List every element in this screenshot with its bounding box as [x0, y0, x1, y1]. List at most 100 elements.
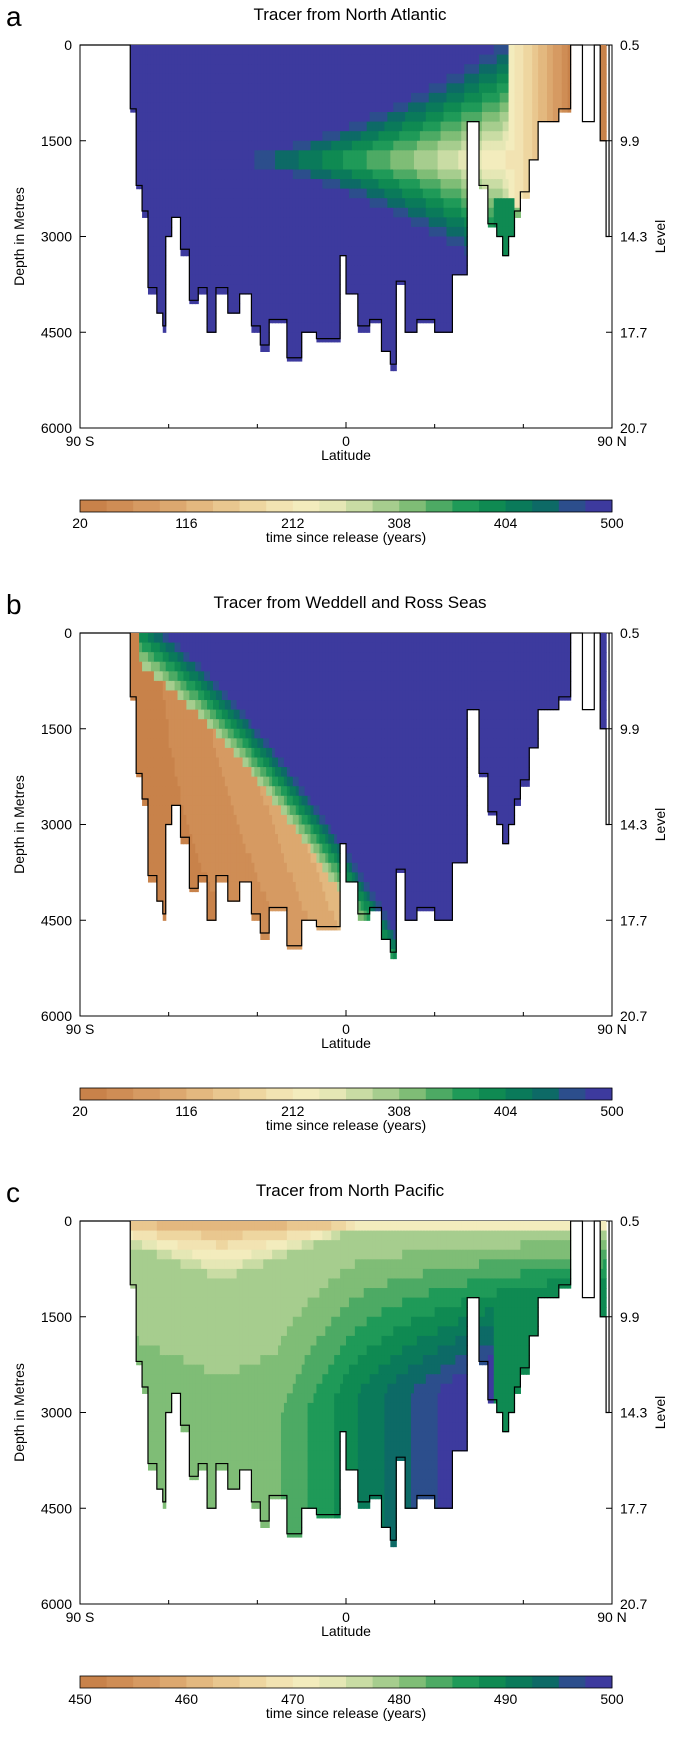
- heatmap-cell: [496, 131, 501, 142]
- heatmap-cell: [213, 140, 217, 151]
- heatmap-cell: [446, 45, 451, 56]
- heatmap-cell: [221, 767, 226, 778]
- heatmap-cell: [437, 274, 442, 285]
- heatmap-cell: [156, 303, 161, 314]
- heatmap-cell: [544, 45, 548, 56]
- heatmap-cell: [431, 303, 436, 314]
- heatmap-cell: [269, 814, 273, 826]
- heatmap-cell: [283, 795, 288, 806]
- heatmap-cell: [405, 150, 409, 161]
- heatmap-cell: [215, 83, 220, 94]
- heatmap-cell: [139, 719, 143, 730]
- heatmap-cell: [153, 786, 158, 797]
- heatmap-cell: [150, 862, 155, 873]
- heatmap-cell: [346, 140, 350, 151]
- heatmap-cell: [289, 274, 294, 285]
- heatmap-cell: [180, 814, 185, 826]
- heatmap-cell: [210, 805, 214, 816]
- heatmap-cell: [150, 121, 155, 132]
- heatmap-cell: [399, 140, 403, 151]
- heatmap-cell: [257, 719, 261, 730]
- heatmap-cell: [192, 872, 196, 883]
- heatmap-cell: [464, 217, 468, 228]
- heatmap-cell: [366, 188, 371, 199]
- heatmap-cell: [275, 112, 279, 123]
- heatmap-cell: [298, 54, 303, 65]
- heatmap-cell: [357, 313, 362, 324]
- heatmap-cell: [422, 150, 427, 161]
- heatmap-cell: [428, 159, 433, 171]
- heatmap-cell: [396, 64, 400, 75]
- heatmap-cell: [227, 140, 232, 151]
- heatmap-cell: [443, 73, 448, 84]
- heatmap-cell: [416, 64, 421, 75]
- heatmap-cell: [381, 198, 386, 209]
- heatmap-cell: [147, 747, 152, 759]
- heatmap-cell: [496, 188, 501, 199]
- heatmap-cell: [275, 767, 279, 778]
- heatmap-cell: [215, 757, 220, 768]
- heatmap-cell: [334, 188, 338, 199]
- heatmap-cell: [372, 217, 377, 228]
- heatmap-cell: [218, 747, 223, 759]
- heatmap-cell: [372, 140, 377, 151]
- heatmap-cell: [153, 642, 158, 653]
- heatmap-cell: [369, 73, 374, 84]
- heatmap-cell: [207, 140, 211, 151]
- heatmap-cell: [360, 313, 365, 324]
- heatmap-cell: [260, 805, 264, 816]
- heatmap-cell: [215, 73, 220, 84]
- heatmap-cell: [168, 661, 173, 672]
- heatmap-cell: [328, 284, 332, 295]
- heatmap-cell: [136, 709, 140, 720]
- heatmap-cell: [316, 188, 320, 199]
- heatmap-cell: [431, 102, 436, 113]
- heatmap-cell: [275, 709, 279, 720]
- heatmap-cell: [416, 198, 421, 209]
- heatmap-cell: [461, 159, 465, 171]
- heatmap-cell: [328, 64, 332, 75]
- heatmap-cell: [316, 217, 320, 228]
- heatmap-cell: [286, 83, 291, 94]
- heatmap-cell: [405, 313, 409, 324]
- heatmap-cell: [405, 64, 409, 75]
- heatmap-cell: [147, 265, 152, 276]
- heatmap-cell: [260, 265, 264, 276]
- heatmap-cell: [280, 140, 285, 151]
- heatmap-cell: [145, 131, 149, 142]
- heatmap-cell: [218, 83, 223, 94]
- heatmap-cell: [159, 757, 164, 768]
- heatmap-cell: [239, 121, 244, 132]
- heatmap-cell: [233, 131, 238, 142]
- heatmap-cell: [189, 814, 193, 826]
- heatmap-cell: [328, 322, 332, 333]
- heatmap-cell: [213, 700, 217, 711]
- heatmap-cell: [283, 102, 288, 113]
- heatmap-cell: [204, 54, 208, 65]
- heatmap-cell: [322, 236, 326, 247]
- heatmap-cell: [236, 709, 241, 720]
- heatmap-cell: [292, 265, 297, 276]
- heatmap-cell: [357, 140, 362, 151]
- heatmap-cell: [390, 121, 394, 132]
- heatmap-cell: [168, 64, 173, 75]
- heatmap-cell: [248, 73, 253, 84]
- heatmap-cell: [481, 140, 486, 151]
- heatmap-cell: [278, 54, 282, 65]
- heatmap-cell: [159, 642, 164, 653]
- heatmap-cell: [251, 776, 255, 787]
- heatmap-cell: [464, 64, 468, 75]
- heatmap-cell: [334, 169, 338, 180]
- heatmap-cell: [192, 814, 196, 826]
- heatmap-cell: [283, 313, 288, 324]
- heatmap-cell: [440, 198, 445, 209]
- heatmap-cell: [399, 150, 403, 161]
- heatmap-cell: [133, 92, 137, 104]
- heatmap-cell: [165, 728, 170, 739]
- heatmap-cell: [162, 284, 167, 295]
- colorbar-swatch: [399, 500, 427, 512]
- heatmap-cell: [413, 293, 418, 305]
- heatmap-cell: [230, 680, 235, 692]
- heatmap-cell: [171, 64, 176, 75]
- heatmap-cell: [357, 83, 362, 94]
